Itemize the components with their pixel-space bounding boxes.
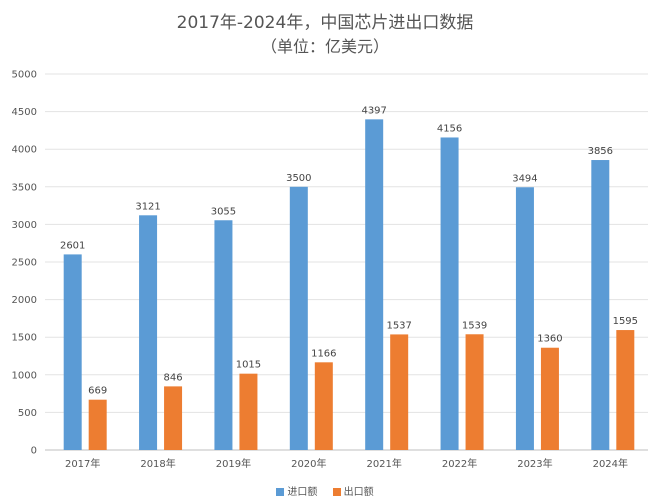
bar-export (314, 362, 333, 450)
bar-export (164, 386, 183, 450)
bar-import (591, 160, 610, 450)
data-label-import: 4397 (361, 105, 386, 116)
x-tick-label: 2024年 (593, 457, 628, 470)
bar-export (616, 330, 635, 450)
legend: 进口额 出口额 (0, 483, 650, 498)
bar-export (540, 347, 559, 450)
y-tick-label: 3500 (12, 182, 37, 193)
data-label-export: 1015 (236, 360, 261, 371)
data-label-export: 1539 (462, 320, 487, 331)
bar-import (365, 119, 384, 451)
data-label-export: 1537 (386, 320, 411, 331)
data-label-export: 846 (164, 372, 183, 383)
chart-title: 2017年-2024年，中国芯片进出口数据 (176, 13, 474, 33)
x-tick-label: 2017年 (65, 457, 100, 470)
y-tick-label: 4000 (12, 145, 37, 156)
bar-import (139, 215, 158, 450)
x-tick-label: 2023年 (517, 457, 552, 470)
legend-item-import: 进口额 (276, 483, 317, 498)
data-label-export: 1360 (537, 334, 562, 345)
legend-swatch-import (276, 488, 285, 496)
legend-label-export: 出口额 (343, 487, 374, 498)
bar-export (390, 334, 409, 450)
y-tick-label: 4500 (12, 107, 37, 118)
data-label-import: 3500 (286, 173, 311, 184)
data-label-import: 4156 (437, 123, 462, 134)
y-tick-label: 2500 (12, 258, 37, 269)
legend-swatch-export (332, 488, 341, 496)
data-label-export: 669 (88, 386, 107, 397)
data-label-import: 3856 (588, 146, 613, 157)
chart-subtitle: （单位：亿美元） (260, 37, 389, 56)
x-tick-label: 2020年 (291, 457, 326, 470)
bar-import (515, 187, 534, 450)
data-label-import: 3121 (135, 201, 160, 212)
x-tick-label: 2022年 (442, 457, 477, 470)
y-tick-label: 5000 (12, 70, 37, 81)
bar-export (239, 373, 258, 450)
bar-import (440, 137, 459, 450)
data-label-export: 1595 (613, 316, 638, 327)
bar-export (88, 399, 107, 450)
data-label-import: 3494 (512, 173, 537, 184)
y-tick-label: 1000 (12, 370, 37, 381)
y-tick-label: 3000 (12, 220, 37, 231)
data-label-import: 3055 (211, 206, 236, 217)
bar-chart: 0 500 1000 1500 2000 2500 3000 3500 4000 4500 5000… (12, 70, 648, 470)
bar-import (63, 254, 82, 450)
y-tick-label: 0 (31, 446, 37, 457)
bar-import (289, 186, 308, 451)
bar-export (465, 334, 484, 450)
y-tick-label: 500 (18, 408, 37, 419)
x-tick-label: 2019年 (216, 457, 251, 470)
data-label-import: 2601 (60, 240, 85, 251)
legend-item-export: 出口额 (332, 483, 374, 498)
y-tick-label: 1500 (12, 333, 37, 344)
x-tick-label: 2021年 (366, 457, 401, 470)
bar-import (214, 220, 233, 450)
data-label-export: 1166 (311, 348, 336, 359)
x-tick-label: 2018年 (140, 457, 175, 470)
y-tick-label: 2000 (12, 295, 37, 306)
legend-label-import: 进口额 (287, 487, 318, 498)
